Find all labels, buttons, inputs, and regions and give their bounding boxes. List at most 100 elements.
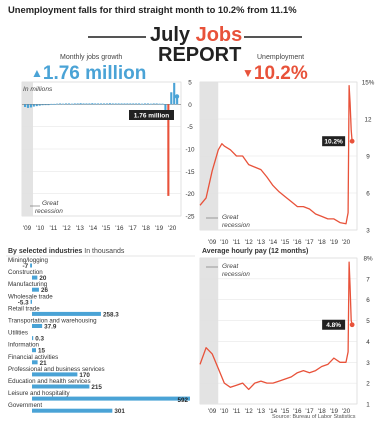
up-arrow-icon: ▲	[31, 66, 43, 80]
wage-callout-text: 4.8%	[326, 322, 341, 329]
industry-label: Professional and business services	[8, 366, 105, 373]
industries-label: By selected industries In thousands	[8, 248, 124, 255]
jobs-bar	[120, 103, 123, 105]
wage-x-tick: '20	[342, 408, 351, 415]
wage-y-tick: 6	[366, 297, 370, 304]
industries-units: In thousands	[84, 248, 125, 255]
jobs-bar	[56, 103, 59, 105]
title-rule-right	[244, 36, 302, 38]
wage-x-tick: '14	[269, 408, 278, 415]
unemp-x-tick: '12	[245, 239, 254, 246]
industry-bar	[32, 275, 38, 280]
jobs-bar	[102, 103, 106, 105]
jobs-bar	[138, 103, 141, 105]
jobs-bar	[105, 103, 108, 105]
industry-bar	[32, 336, 34, 341]
jobs-x-tick: '19	[155, 225, 164, 232]
jobs-y-tick: -20	[185, 191, 195, 198]
unemp-y-tick: 3	[366, 228, 370, 235]
unemp-x-tick: '15	[281, 239, 290, 246]
wage-series-line	[199, 261, 353, 391]
jobs-growth-chart: 5 0 -5 -10 -15 -20 -25 '09 '10 '11 '12 '13 '14 '15 '16…	[21, 80, 195, 232]
industry-bar	[32, 324, 43, 328]
unemp-x-tick: '10	[220, 239, 229, 246]
unemp-callout-text: 10.2%	[324, 139, 343, 146]
jobs-x-tick: '09	[23, 225, 32, 232]
jobs-bar	[167, 104, 170, 196]
industry-bar	[30, 299, 32, 304]
industry-bar	[32, 287, 39, 292]
jobs-bar	[146, 103, 149, 105]
wage-y-tick: 8%	[363, 256, 373, 263]
industry-bar	[32, 408, 113, 413]
jobs-bar	[129, 103, 132, 105]
wages-label: Average hourly pay (12 months)	[202, 248, 309, 255]
wage-recession-label: recession	[222, 271, 250, 278]
wage-x-tick: '10	[220, 408, 229, 415]
industry-bar	[32, 396, 190, 401]
wage-y-tick: 1	[366, 402, 370, 409]
jobs-x-tick: '10	[36, 225, 45, 232]
report-title-line1: July Jobs	[150, 24, 242, 47]
wage-y-tick: 4	[366, 339, 370, 346]
jobs-y-tick: -5	[187, 124, 193, 131]
industry-value-label: 592	[177, 397, 188, 404]
industry-value-label: 0.3	[35, 336, 44, 343]
unemployment-number: 10.2%	[253, 63, 308, 84]
jobs-callout-text: 1.76 million	[134, 113, 169, 120]
industry-label: Financial activities	[8, 354, 58, 361]
jobs-x-tick: '18	[142, 225, 151, 232]
jobs-recession-label: Great	[42, 200, 59, 207]
jobs-recession-label: recession	[35, 208, 63, 215]
jobs-bar	[73, 103, 76, 105]
jobs-y-tick: -15	[185, 169, 195, 176]
industry-value-label: 26	[41, 287, 49, 294]
jobs-bar	[149, 103, 152, 105]
jobs-x-tick: '13	[76, 225, 85, 232]
jobs-bar	[143, 103, 147, 105]
unemp-y-tick: 12	[364, 117, 372, 124]
unemp-recession-label: recession	[222, 222, 250, 229]
jobs-bar	[161, 103, 164, 105]
wage-x-tick: '16	[293, 408, 302, 415]
industry-value-label: 301	[114, 408, 125, 415]
jobs-bar	[126, 103, 129, 105]
wage-x-tick: '09	[208, 408, 217, 415]
industry-label: Mining/logging	[8, 257, 48, 264]
jobs-x-tick: '11	[50, 225, 58, 232]
wage-y-tick: 3	[366, 360, 370, 367]
jobs-growth-label: Monthly jobs growth	[60, 54, 123, 61]
jobs-bar	[85, 103, 88, 105]
jobs-bar	[70, 103, 73, 105]
jobs-bar	[170, 92, 173, 105]
jobs-bar	[164, 104, 167, 111]
wages-chart: 8% 7 6 5 4 3 2 1 4.8% '09'10 '11 '12'13'14'15'16'17…	[199, 256, 373, 415]
jobs-bar	[32, 104, 35, 107]
jobs-growth-value: ▲1.76 million	[31, 63, 146, 85]
industry-label: Government	[8, 402, 42, 409]
industry-bar	[32, 384, 90, 389]
wage-x-tick: '11	[233, 408, 241, 415]
industry-value-label: 258.3	[103, 311, 119, 318]
jobs-growth-number: 1.76 million	[42, 63, 147, 84]
wage-x-tick: '15	[281, 408, 290, 415]
jobs-x-tick: '17	[128, 225, 137, 232]
wage-x-tick: '19	[330, 408, 339, 415]
jobs-bar	[79, 103, 82, 105]
industry-bar	[32, 360, 38, 365]
industry-label: Retail trade	[8, 305, 40, 312]
unemp-x-tick: '18	[318, 239, 327, 246]
jobs-bar	[44, 104, 47, 106]
jobs-bar	[59, 103, 62, 105]
title-july: July	[150, 24, 196, 46]
jobs-y-tick: -10	[185, 147, 195, 154]
unemp-x-tick: '20	[342, 239, 351, 246]
jobs-x-tick: '12	[62, 225, 71, 232]
wage-recession-label: Great	[222, 263, 239, 270]
industry-label: Leisure and hospitality	[8, 390, 70, 397]
industry-bar	[32, 372, 78, 377]
wage-y-tick: 5	[366, 318, 370, 325]
jobs-bar	[176, 96, 179, 105]
jobs-x-tick: '15	[102, 225, 111, 232]
wage-y-tick: 2	[366, 381, 370, 388]
